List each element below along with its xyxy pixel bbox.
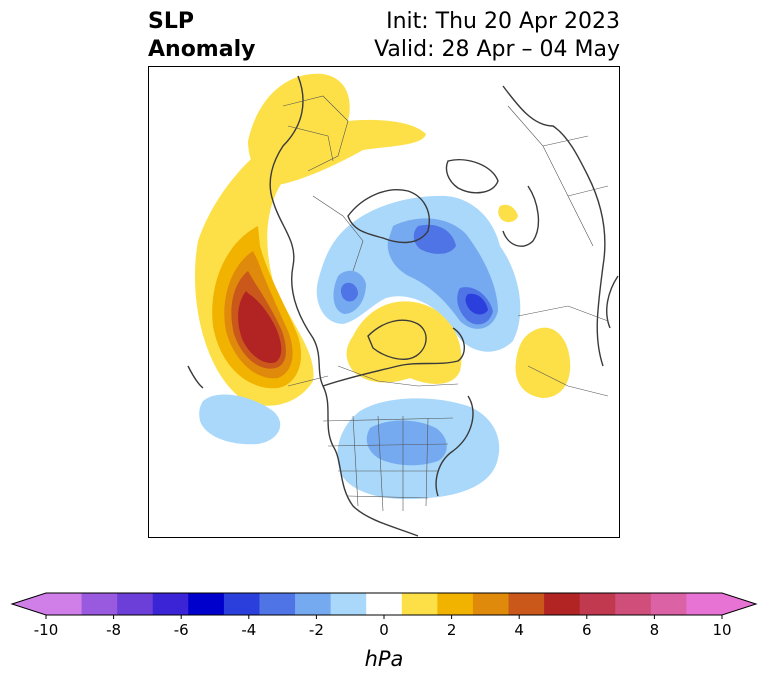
colorbar-tick-label: 6 — [582, 621, 592, 639]
colorbar-segment — [46, 593, 83, 615]
colorbar-tick-label: -4 — [241, 621, 256, 639]
colorbar-unit-label: hPa — [365, 647, 404, 671]
positive-anomaly-pacific — [194, 138, 314, 406]
forecast-dates: Init: Thu 20 Apr 2023 Valid: 28 Apr – 04… — [374, 8, 620, 64]
colorbar-segments — [10, 592, 758, 616]
colorbar-tick-label: 0 — [379, 621, 389, 639]
map-frame — [148, 66, 620, 538]
title-slp: SLP — [148, 9, 194, 34]
negative-anomaly-ne-pacific — [199, 394, 281, 445]
colorbar-segment — [117, 593, 154, 615]
colorbar-tick-label: -2 — [309, 621, 324, 639]
colorbar-segment — [472, 593, 510, 615]
colorbar-segment — [508, 593, 545, 615]
colorbar-segment — [437, 593, 474, 615]
colorbar-segment — [223, 593, 260, 615]
colorbar-extend-min — [12, 593, 46, 615]
colorbar-segment — [544, 593, 581, 615]
colorbar-segment — [366, 593, 403, 615]
colorbar-tick-label: 10 — [712, 621, 731, 639]
colorbar-tick-label: -6 — [174, 621, 189, 639]
title-anomaly: Anomaly — [148, 37, 256, 62]
colorbar-segment — [650, 593, 687, 615]
colorbar-segment — [81, 593, 118, 615]
colorbar-segment — [259, 593, 296, 615]
colorbar-segment — [686, 593, 723, 615]
map-title: SLP Anomaly — [148, 8, 255, 64]
colorbar-extend-max — [722, 593, 756, 615]
colorbar-segment — [152, 593, 189, 615]
positive-anomaly-greenland — [248, 73, 426, 185]
country-borders — [282, 95, 609, 397]
colorbar-segment — [579, 593, 616, 615]
colorbar: -10 -8 -6 -4 -2 0 2 4 6 8 10 hPa — [10, 592, 758, 671]
negative-anomaly-north-america — [337, 398, 500, 500]
colorbar-segment — [401, 593, 438, 615]
colorbar-segment — [330, 593, 367, 615]
colorbar-segment — [188, 593, 225, 615]
positive-anomaly-siberia — [498, 204, 518, 223]
valid-range: Valid: 28 Apr – 04 May — [374, 37, 620, 62]
colorbar-segment — [615, 593, 652, 615]
colorbar-tick-label: -10 — [34, 621, 59, 639]
colorbar-ticks: -10 -8 -6 -4 -2 0 2 4 6 8 10 — [34, 615, 732, 639]
colorbar-tick-label: 2 — [447, 621, 457, 639]
colorbar-tick-label: 4 — [514, 621, 524, 639]
colorbar-tick-label: -8 — [106, 621, 121, 639]
colorbar-segment — [295, 593, 332, 615]
init-date: Init: Thu 20 Apr 2023 — [386, 9, 620, 34]
us-state-borders — [322, 415, 454, 512]
slp-anomaly-map — [148, 66, 620, 538]
colorbar-tick-label: 8 — [650, 621, 660, 639]
negative-anomaly-eurasia — [316, 195, 521, 352]
